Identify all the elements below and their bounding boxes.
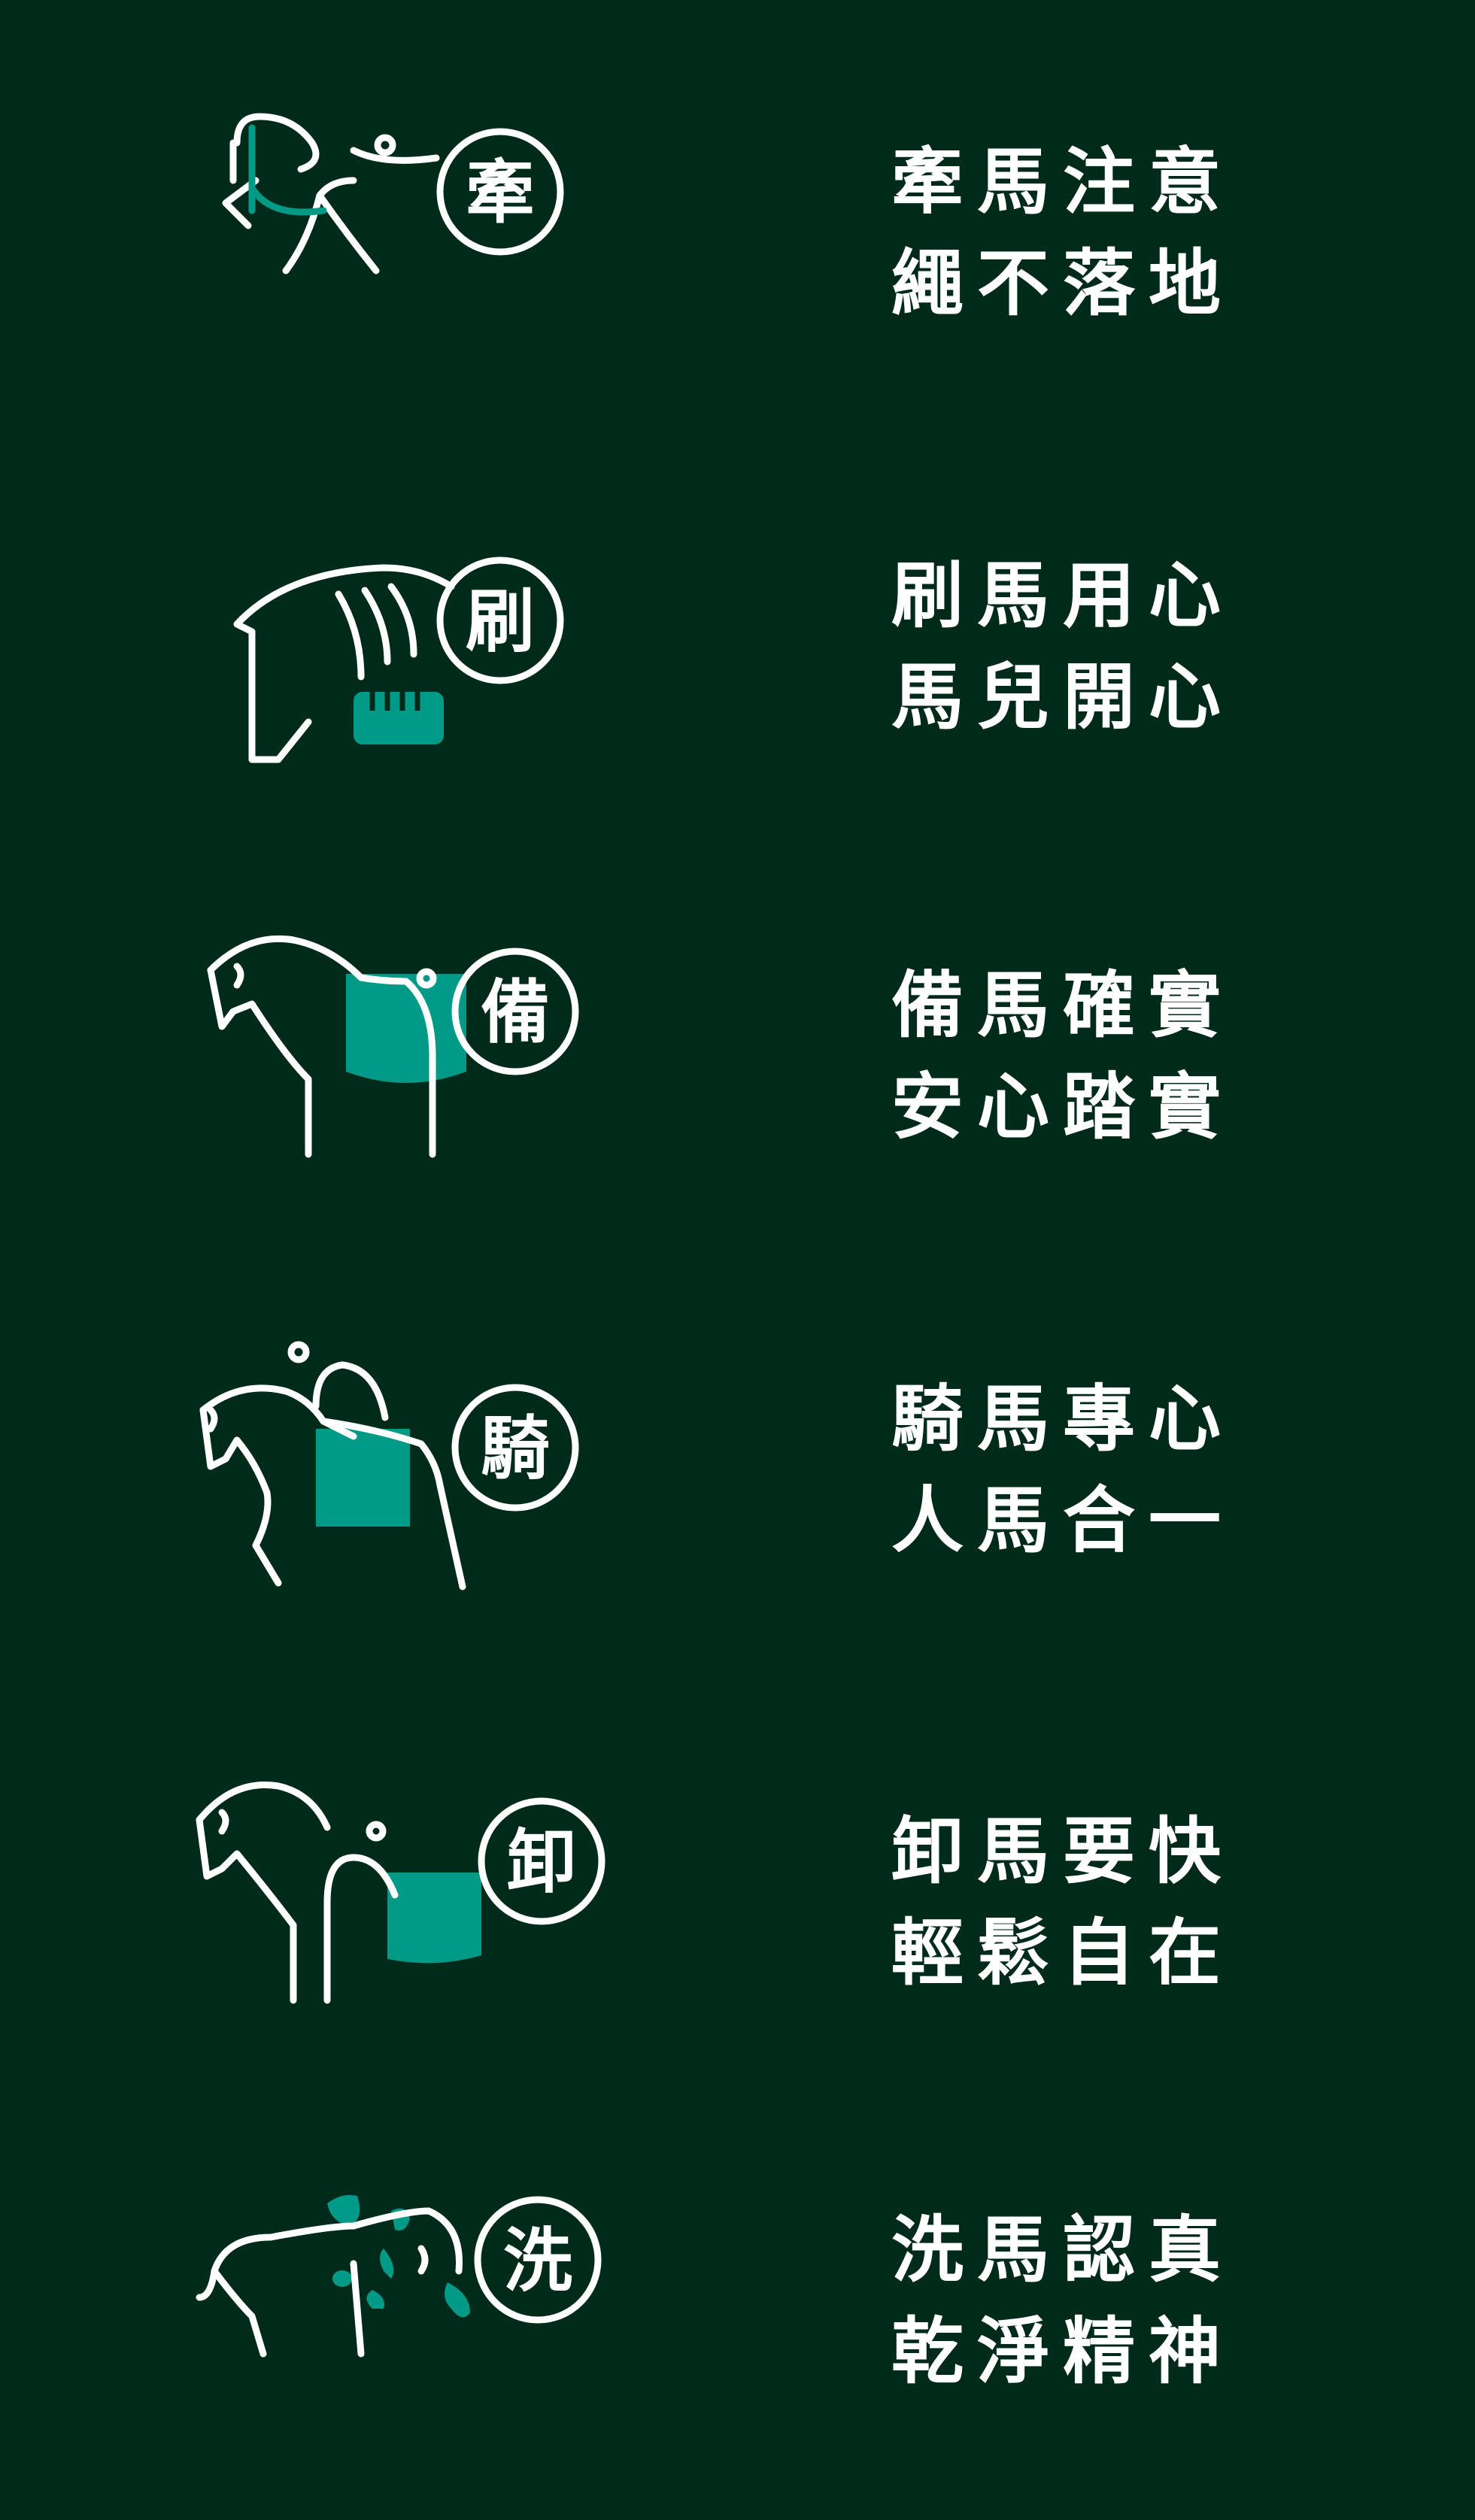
- guide-row-unsaddle: 卸 卸馬要快 輕鬆自在: [0, 1767, 1475, 2068]
- slogan: 備馬確實 安心踏實: [891, 955, 1234, 1158]
- slogan-line-2: 人馬合一: [891, 1478, 1234, 1563]
- saddling-horse-icon: 備: [181, 921, 632, 1222]
- slogan-line-2: 輕鬆自在: [891, 1911, 1234, 1995]
- guide-row-saddle: 備 備馬確實 安心踏實: [0, 921, 1475, 1222]
- guide-row-ride: 騎 騎馬專心 人馬合一: [0, 1335, 1475, 1636]
- slogan: 洗馬認真 乾淨精神: [891, 2200, 1234, 2403]
- slogan: 刷馬用心 馬兒開心: [891, 545, 1234, 748]
- slogan-line-1: 卸馬要快: [891, 1809, 1234, 1894]
- slogan-line-1: 刷馬用心: [891, 553, 1234, 638]
- slogan: 牽馬注意 繩不落地: [891, 132, 1234, 335]
- badge-char: 刷: [466, 581, 535, 662]
- badge-char: 牽: [466, 153, 535, 233]
- slogan-line-1: 備馬確實: [891, 963, 1234, 1048]
- slogan-line-2: 馬兒開心: [891, 655, 1234, 739]
- slogan-line-2: 乾淨精神: [891, 2309, 1234, 2394]
- grooming-horse-icon: 刷: [181, 511, 632, 812]
- badge-char: 卸: [507, 1822, 576, 1903]
- leading-horse-icon: 牽: [181, 98, 632, 399]
- badge-char: 洗: [503, 2221, 572, 2301]
- riding-horse-icon: 騎: [181, 1335, 632, 1636]
- slogan-line-2: 安心踏實: [891, 1065, 1234, 1149]
- guide-row-brush: 刷 刷馬用心 馬兒開心: [0, 511, 1475, 812]
- slogan: 騎馬專心 人馬合一: [891, 1369, 1234, 1572]
- slogan-line-1: 牽馬注意: [891, 140, 1234, 224]
- guide-row-lead: 牽 牽馬注意 繩不落地: [0, 98, 1475, 399]
- slogan-line-1: 騎馬專心: [891, 1377, 1234, 1461]
- badge-char: 騎: [481, 1409, 550, 1489]
- washing-horse-icon: 洗: [181, 2166, 632, 2467]
- slogan: 卸馬要快 輕鬆自在: [891, 1801, 1234, 2004]
- guide-row-wash: 洗 洗馬認真 乾淨精神: [0, 2166, 1475, 2467]
- slogan-line-2: 繩不落地: [891, 241, 1234, 326]
- badge-char: 備: [481, 972, 550, 1053]
- slogan-line-1: 洗馬認真: [891, 2208, 1234, 2292]
- unsaddling-horse-icon: 卸: [181, 1767, 632, 2068]
